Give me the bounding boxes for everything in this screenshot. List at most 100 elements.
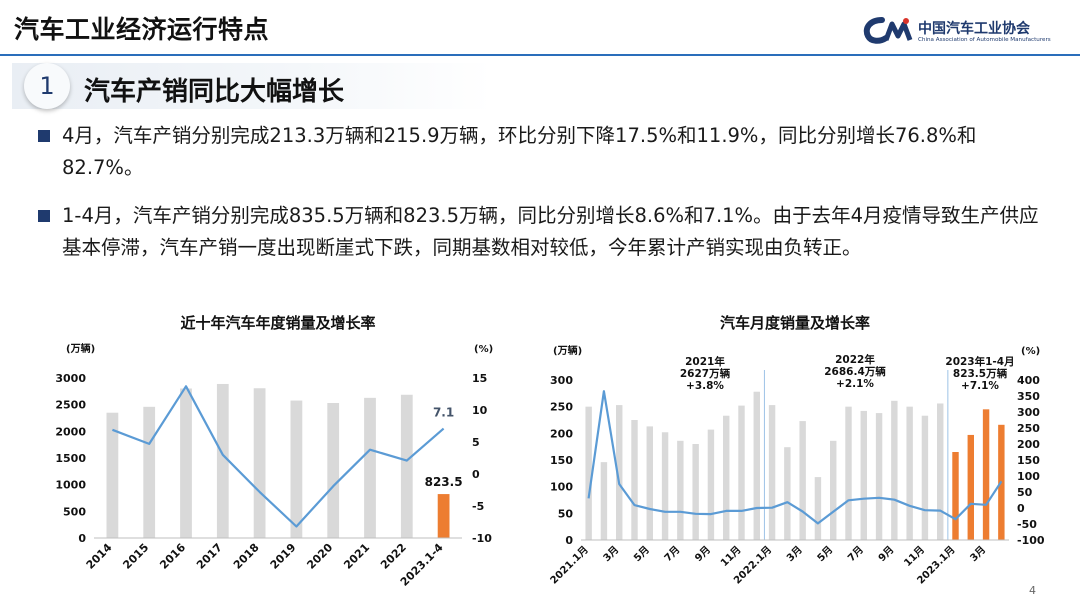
bullet-text: 1-4月，汽车产销分别完成835.5万辆和823.5万辆，同比分别增长8.6%和… [62,204,1039,259]
growth-rate-line [587,390,1003,525]
right-axis-unit: (%) [474,344,493,355]
page-title: 汽车工业经济运行特点 [14,15,270,44]
x-tick-label: 2021.1月 [548,544,591,587]
x-tick-label: 3月 [784,544,804,564]
bar [830,440,837,540]
x-tick-label: 5月 [815,544,835,564]
bar [891,400,898,540]
right-tick-label: 300 [1017,406,1040,419]
bar [364,397,376,538]
x-tick-label: 2017 [194,541,225,572]
bar [937,403,944,540]
right-tick-label: -100 [1017,534,1045,547]
left-tick-label: 2500 [55,399,86,412]
bullet-point-1: 4月，汽车产销分别完成213.3万辆和215.9万辆，环比分别下降17.5%和1… [38,120,1053,184]
bar [290,400,303,538]
caam-logo-icon [863,17,913,44]
right-axis-unit: (%) [1021,346,1040,357]
bar [738,405,745,540]
x-tick-label: 3月 [601,544,621,564]
year-annotation: 2023年1-4月 [945,355,1014,368]
x-tick-label: 9月 [693,544,713,564]
bar [875,413,883,540]
header-divider [0,54,1080,56]
logo: 中国汽车工业协会 China Association of Automobile… [862,12,1052,52]
year-annotation: +2.1% [836,378,874,390]
x-tick-label: 2019 [268,541,299,572]
bar [585,406,592,540]
left-tick-label: 500 [63,505,86,518]
left-tick-label: 0 [565,534,573,547]
bar-data-label: 823.5 [425,475,463,489]
right-tick-label: 15 [472,372,487,385]
bar [616,405,623,540]
right-tick-label: 150 [1017,454,1040,467]
left-tick-label: 0 [78,532,86,545]
bullet-point-2: 1-4月，汽车产销分别完成835.5万辆和823.5万辆，同比分别增长8.6%和… [38,200,1053,264]
right-tick-label: 0 [472,468,480,481]
logo-name-cn: 中国汽车工业协会 [918,21,1030,37]
bullet-text: 4月，汽车产销分别完成213.3万辆和215.9万辆，环比分别下降17.5%和1… [62,124,977,179]
bar [784,447,791,540]
left-tick-label: 200 [550,427,573,440]
chart-title: 近十年汽车年度销量及增长率 [180,314,375,332]
x-tick-label: 2016 [157,541,188,572]
right-tick-label: 350 [1017,390,1040,403]
bar [799,421,806,540]
bar [768,405,776,540]
bar [661,432,669,540]
right-tick-label: 100 [1017,470,1040,483]
year-annotation: +3.8% [686,380,724,392]
highlight-bar [437,494,450,538]
right-tick-label: -50 [1017,518,1037,531]
left-tick-label: 1000 [55,479,86,492]
bar [692,444,699,540]
bar [921,415,929,540]
annual-sales-chart-svg: 近十年汽车年度销量及增长率 (万辆) (%) 0 500 1000 1500 2000 2500… [55,314,493,589]
right-tick-label: 200 [1017,438,1040,451]
bar [600,462,608,540]
x-tick-label: 2022 [378,541,409,572]
bar [253,388,266,538]
growth-rate-line [112,385,445,528]
bar [677,440,684,540]
left-axis-unit: (万辆) [553,344,582,357]
year-annotation: 2021年 [685,355,725,368]
x-tick-label: 5月 [631,544,651,564]
year-annotation: 823.5万辆 [953,367,1008,380]
left-tick-label: 2000 [55,425,86,438]
right-tick-label: 250 [1017,422,1040,435]
left-tick-label: 250 [550,401,573,414]
year-annotation: 2627万辆 [680,367,731,380]
section-band [12,63,492,109]
section-number: 1 [24,63,70,109]
bar [400,394,413,538]
bar [906,406,913,540]
bar [753,391,760,540]
x-tick-label: 11月 [902,544,927,569]
x-tick-label: 2015 [120,541,151,572]
square-bullet-icon [38,130,50,142]
left-tick-label: 150 [550,454,573,467]
right-tick-label: -5 [472,500,484,513]
x-tick-label: 9月 [876,544,896,564]
x-tick-label: 11月 [718,544,743,569]
bar [106,412,119,538]
right-tick-label: 50 [1017,486,1033,499]
left-tick-label: 50 [558,507,574,520]
right-tick-label: 5 [472,436,480,449]
x-tick-label: 7月 [845,544,865,564]
left-tick-label: 3000 [55,372,86,385]
left-tick-label: 300 [550,374,573,387]
year-annotation: 2686.4万辆 [824,365,886,378]
highlight-bar [952,452,959,540]
monthly-sales-chart-svg: 汽车月度销量及增长率 (万辆) (%) 0 50 100 150 200 250 300 -100 -… [548,314,1045,587]
x-tick-label: 2018 [231,541,262,572]
highlight-bar [967,434,974,540]
right-tick-label: -10 [472,532,492,545]
x-tick-label: 3月 [968,544,988,564]
bar [180,388,192,538]
x-tick-label: 2021 [341,541,372,572]
year-annotation: +7.1% [961,380,999,392]
monthly-sales-chart: 汽车月度销量及增长率 (万辆) (%) 0 50 100 150 200 250 300 -100 -… [525,308,1060,602]
